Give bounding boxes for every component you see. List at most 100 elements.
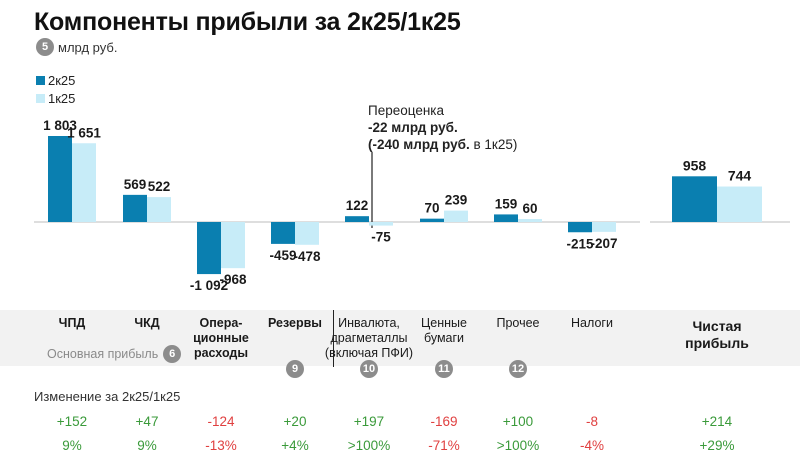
data-label-s2k25-6: 159: [495, 196, 518, 211]
category-label-1: ЧКД: [97, 316, 197, 331]
change-abs-7: -8: [585, 414, 598, 429]
legend-label-1k25: 1к25: [48, 90, 76, 106]
data-label-s2k25-1: 569: [124, 177, 147, 192]
change-pct-7: -4%: [579, 438, 604, 453]
data-label-s1k25-1: 522: [148, 179, 171, 194]
change-abs-5: -169: [430, 414, 458, 429]
footnote-badge-3: 9: [286, 360, 304, 378]
category-label-line: ционные: [193, 331, 249, 345]
footnote-badge-6: 12: [509, 360, 527, 378]
annotation-line-1: Переоценка: [368, 103, 444, 118]
data-label-s1k25-3: -478: [293, 249, 321, 264]
category-label-line: Опера-: [199, 316, 243, 330]
bar-s2k25-1: [123, 194, 147, 222]
category-label-line: бумаги: [423, 331, 465, 345]
data-label-s2k25-0: 1 803: [43, 118, 77, 133]
change-pct-2: -13%: [205, 438, 237, 453]
change-title: Изменение за 2к25/1к25: [34, 389, 181, 404]
change-abs-6: +100: [502, 414, 534, 429]
bar-s1k25-2: [221, 222, 245, 269]
data-label-s1k25-2: -968: [219, 272, 247, 287]
category-label-5: Ценные бумаги: [394, 316, 494, 346]
bar-s1k25-8: [717, 186, 762, 222]
data-label-s1k25-7: -207: [590, 236, 617, 251]
core-profit-label: Основная прибыль 6: [47, 345, 182, 363]
bar-s2k25-3: [271, 222, 295, 244]
category-label-0: ЧПД: [22, 316, 122, 331]
bar-s2k25-6: [494, 214, 518, 222]
revaluation-annotation: Переоценка -22 млрд руб. (-240 млрд руб.…: [368, 102, 517, 153]
data-label-s2k25-7: -215: [566, 236, 594, 251]
footnote-badge: 6: [163, 345, 182, 363]
data-label-s2k25-5: 70: [424, 201, 439, 216]
annotation-line-2: -22 млрд руб.: [368, 120, 458, 135]
category-label-8: Чистая прибыль: [667, 318, 767, 352]
footnote-badge-5: 11: [435, 360, 453, 378]
category-label-line: драгметаллы: [330, 331, 408, 345]
change-abs-4: +197: [353, 414, 385, 429]
units-label: 5 млрд руб.: [36, 38, 117, 56]
change-pct-8: +29%: [699, 438, 735, 453]
bar-s1k25-0: [72, 143, 96, 222]
change-abs-2: -124: [207, 414, 235, 429]
change-abs-8: +214: [701, 414, 733, 429]
legend-item-2k25: 2к25: [36, 71, 75, 89]
change-pct-5: -71%: [428, 438, 460, 453]
bar-s1k25-7: [592, 222, 616, 232]
footnote-badge-4: 10: [360, 360, 378, 378]
change-pct-1: 9%: [137, 438, 157, 453]
data-label-s2k25-3: -459: [269, 248, 296, 263]
data-label-s2k25-8: 958: [683, 157, 707, 173]
data-label-s2k25-4: 122: [346, 198, 369, 213]
category-label-line: Инвалюта,: [338, 316, 400, 330]
category-label-2: Опера-ционные расходы: [171, 316, 271, 361]
category-divider: [333, 310, 335, 367]
legend-swatch-1k25: [36, 93, 45, 103]
bar-s2k25-0: [48, 136, 72, 222]
category-label-3: Резервы: [245, 316, 345, 331]
category-label-line: ЧПД: [58, 316, 86, 330]
bar-s2k25-4: [345, 216, 369, 222]
bar-s2k25-5: [420, 218, 444, 222]
change-pct-3: +4%: [281, 438, 309, 453]
data-label-s1k25-0: 1 651: [67, 125, 101, 140]
legend-swatch-2k25: [36, 75, 45, 85]
bar-s2k25-2: [197, 222, 221, 275]
bar-s1k25-1: [147, 197, 171, 222]
chart-legend: 2к25 1к25: [36, 71, 75, 107]
core-profit-text: Основная прибыль: [47, 347, 159, 361]
page-title: Компоненты прибыли за 2к25/1к25: [34, 8, 461, 36]
change-pct-6: >100%: [496, 438, 540, 453]
annotation-line-3-rest: в 1к25): [469, 137, 518, 152]
data-label-s1k25-5: 239: [445, 193, 468, 208]
footnote-badge: 5: [36, 38, 54, 56]
annotation-line-3-bold: (-240 млрд руб.: [368, 137, 470, 152]
category-label-line: (включая ПФИ): [324, 346, 414, 360]
data-label-s1k25-4: -75: [371, 230, 391, 245]
category-label-line: расходы: [193, 346, 249, 360]
category-label-line: Ценные: [421, 316, 467, 330]
bar-s2k25-7: [568, 222, 592, 233]
category-label-line: Чистая: [692, 318, 742, 334]
data-label-s2k25-2: -1 092: [190, 278, 228, 293]
category-strip: [0, 310, 800, 366]
change-pct-0: 9%: [62, 438, 82, 453]
category-label-line: Резервы: [268, 316, 322, 330]
change-abs-3: +20: [283, 414, 307, 429]
change-abs-1: +47: [135, 414, 159, 429]
category-label-4: Инвалюта, драгметаллы (включая ПФИ): [319, 316, 419, 361]
data-label-s1k25-6: 60: [522, 201, 537, 216]
legend-item-1k25: 1к25: [36, 89, 75, 107]
bar-s1k25-6: [518, 219, 542, 222]
category-label-line: прибыль: [685, 335, 749, 351]
bar-s1k25-3: [295, 222, 319, 245]
data-label-s1k25-8: 744: [728, 168, 752, 184]
category-label-line: Прочее: [496, 316, 540, 330]
change-pct-4: >100%: [347, 438, 391, 453]
units-text: млрд руб.: [58, 39, 118, 55]
legend-label-2k25: 2к25: [48, 72, 76, 88]
bar-s1k25-5: [444, 210, 468, 222]
category-label-6: Прочее: [468, 316, 568, 331]
category-label-line: ЧКД: [134, 316, 160, 330]
